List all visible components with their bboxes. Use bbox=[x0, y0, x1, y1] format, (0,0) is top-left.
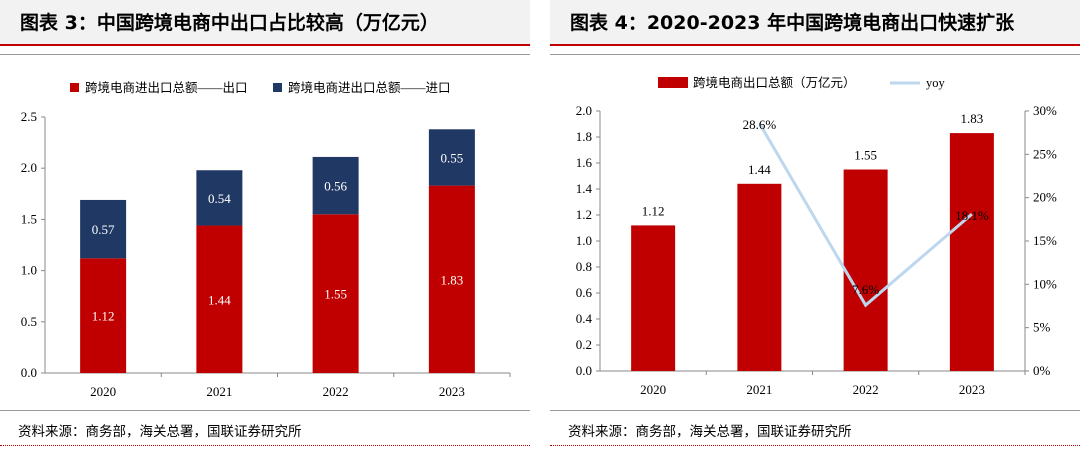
bar-export bbox=[949, 133, 994, 371]
footer-divider bbox=[0, 445, 530, 446]
y-tick-label: 1.2 bbox=[576, 207, 592, 222]
bar-line-combo-chart: 跨境电商出口总额（万亿元） yoy 0.0 0.2 0.4 0.6 0.8 1.0 1.2 1.4… bbox=[576, 75, 1057, 397]
x-tick-label: 2020 bbox=[640, 382, 666, 397]
x-tick-label: 2021 bbox=[206, 384, 232, 399]
bar-export bbox=[428, 185, 475, 373]
data-label-import: 0.56 bbox=[324, 179, 347, 194]
frame-bottom-line bbox=[550, 410, 1080, 411]
source-note: 资料来源：商务部，海关总署，国联证券研究所 bbox=[568, 424, 852, 440]
y2-tick-label: 20% bbox=[1033, 190, 1057, 205]
data-label-import: 0.57 bbox=[92, 222, 115, 237]
y-tick-label: 0.0 bbox=[576, 363, 592, 378]
chart-title: 图表 3：中国跨境电商中出口占比较高（万亿元） bbox=[20, 12, 439, 34]
bar-import bbox=[196, 170, 243, 226]
chart-title: 图表 4：2020-2023 年中国跨境电商出口快速扩张 bbox=[570, 12, 1015, 34]
x-tick-label: 2022 bbox=[853, 382, 879, 397]
data-label-export: 1.55 bbox=[854, 148, 877, 163]
bar-export bbox=[80, 258, 127, 373]
data-label-yoy: 28.6% bbox=[743, 117, 777, 132]
legend-label: yoy bbox=[926, 76, 946, 90]
y-tick-label: 1.8 bbox=[576, 129, 592, 144]
y2-tick-label: 30% bbox=[1033, 103, 1057, 118]
bar-import bbox=[312, 156, 359, 215]
bar-export bbox=[196, 225, 243, 373]
bar-import bbox=[428, 129, 475, 186]
y2-tick-label: 15% bbox=[1033, 233, 1057, 248]
bar-export bbox=[631, 225, 676, 371]
legend-label: 跨境电商进出口总额——进口 bbox=[288, 80, 451, 95]
y-tick-label: 0.2 bbox=[576, 337, 592, 352]
chart-header: 图表 4：2020-2023 年中国跨境电商出口快速扩张 bbox=[550, 0, 1080, 46]
chart-header: 图表 3：中国跨境电商中出口占比较高（万亿元） bbox=[0, 0, 530, 46]
y-tick-label: 1.4 bbox=[576, 181, 593, 196]
legend-label: 跨境电商出口总额（万亿元） bbox=[693, 75, 856, 90]
y-tick-label: 1.5 bbox=[21, 211, 37, 226]
bar-export bbox=[737, 183, 782, 371]
data-label-export: 1.55 bbox=[324, 287, 347, 302]
legend-swatch bbox=[658, 77, 688, 88]
frame-top-line bbox=[0, 54, 530, 55]
x-tick-label: 2020 bbox=[90, 384, 116, 399]
data-label-export: 1.12 bbox=[642, 203, 665, 218]
y2-tick-label: 5% bbox=[1033, 320, 1051, 335]
data-label-yoy: 18.1% bbox=[955, 208, 989, 223]
data-label-import: 0.55 bbox=[441, 150, 464, 165]
stacked-bar-chart: 跨境电商进出口总额——出口 跨境电商进出口总额——进口 0.0 0.5 1.0 1.5 2.… bbox=[21, 80, 511, 399]
y2-tick-label: 0% bbox=[1033, 363, 1051, 378]
y-tick-label: 1.6 bbox=[576, 155, 593, 170]
y-tick-label: 0.4 bbox=[576, 311, 593, 326]
chart-panel-left: 图表 3：中国跨境电商中出口占比较高（万亿元） 跨境电商进出口总额——出口 跨境电… bbox=[0, 0, 530, 453]
x-tick-label: 2023 bbox=[959, 382, 985, 397]
data-label-yoy: 7.6% bbox=[852, 282, 879, 297]
y-tick-label: 2.0 bbox=[576, 103, 592, 118]
data-label-export: 1.44 bbox=[748, 162, 771, 177]
legend-label: 跨境电商进出口总额——出口 bbox=[85, 80, 248, 95]
y-tick-label: 1.0 bbox=[576, 233, 592, 248]
x-tick-label: 2022 bbox=[323, 384, 349, 399]
frame-bottom-line bbox=[0, 410, 530, 411]
data-label-export: 1.12 bbox=[92, 309, 115, 324]
y-tick-label: 0.5 bbox=[21, 314, 37, 329]
bar-export bbox=[312, 214, 359, 373]
x-tick-label: 2023 bbox=[439, 384, 465, 399]
footer-divider bbox=[550, 445, 1080, 446]
y-tick-label: 0.8 bbox=[576, 259, 592, 274]
y-tick-label: 2.5 bbox=[21, 109, 37, 124]
chart-panel-right: 图表 4：2020-2023 年中国跨境电商出口快速扩张 跨境电商出口总额（万亿… bbox=[550, 0, 1080, 453]
y-tick-label: 2.0 bbox=[21, 160, 37, 175]
data-label-export: 1.44 bbox=[208, 292, 231, 307]
data-label-import: 0.54 bbox=[208, 191, 231, 206]
yoy-line bbox=[758, 122, 973, 308]
bar-import bbox=[80, 199, 127, 259]
source-note: 资料来源：商务部，海关总署，国联证券研究所 bbox=[18, 424, 302, 440]
data-label-export: 1.83 bbox=[441, 272, 464, 287]
data-label-export: 1.83 bbox=[961, 111, 984, 126]
bar-export bbox=[843, 169, 888, 371]
frame-top-line bbox=[550, 54, 1080, 55]
y-tick-label: 1.0 bbox=[21, 263, 37, 278]
y2-tick-label: 25% bbox=[1033, 146, 1057, 161]
x-tick-label: 2021 bbox=[746, 382, 772, 397]
legend-swatch bbox=[70, 83, 79, 92]
y-tick-label: 0.0 bbox=[21, 365, 37, 380]
y2-tick-label: 10% bbox=[1033, 276, 1057, 291]
legend-swatch bbox=[273, 83, 282, 92]
y-tick-label: 0.6 bbox=[576, 285, 593, 300]
